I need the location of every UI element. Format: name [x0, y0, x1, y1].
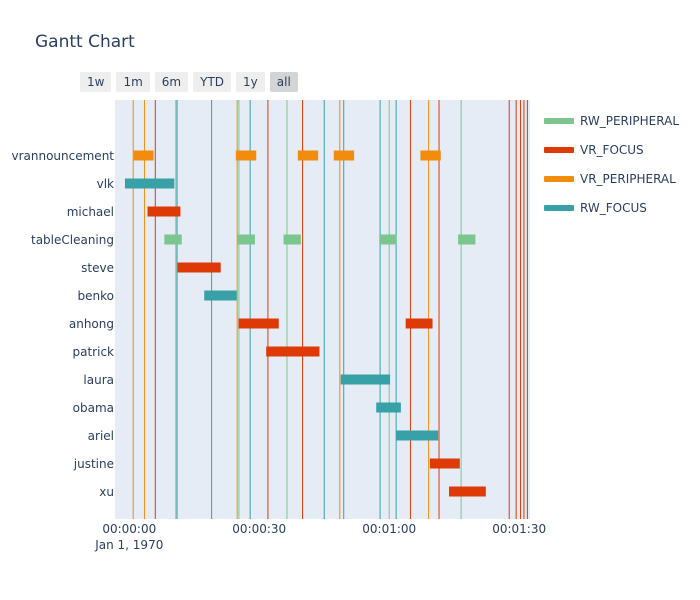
- bar-tableCleaning[interactable]: [237, 234, 255, 245]
- bar-anhong[interactable]: [405, 318, 433, 329]
- y-tick-label: vrannouncement: [11, 149, 114, 163]
- bar-vrannouncement[interactable]: [333, 150, 355, 161]
- y-tick-label: tableCleaning: [31, 233, 114, 247]
- y-tick-label: xu: [99, 485, 114, 499]
- bar-tableCleaning[interactable]: [458, 234, 476, 245]
- legend-label: RW_FOCUS: [580, 200, 647, 215]
- x-tick-label: 00:00:00: [102, 522, 156, 536]
- bar-tableCleaning[interactable]: [164, 234, 182, 245]
- bar-laura[interactable]: [340, 374, 391, 385]
- bar-vrannouncement[interactable]: [297, 150, 319, 161]
- legend: RW_PERIPHERAL VR_FOCUS VR_PERIPHERAL RW_FOC…: [544, 106, 679, 222]
- bar-vlk[interactable]: [124, 178, 175, 189]
- chart-title: Gantt Chart: [35, 32, 135, 52]
- y-tick-label: vlk: [97, 177, 114, 191]
- range-button-1y[interactable]: 1y: [236, 72, 265, 92]
- range-button-1m[interactable]: 1m: [116, 72, 150, 92]
- bar-benko[interactable]: [204, 290, 237, 301]
- range-button-6m[interactable]: 6m: [154, 72, 189, 92]
- x-tick-label: 00:01:00: [362, 522, 416, 536]
- legend-item[interactable]: VR_PERIPHERAL: [544, 164, 679, 193]
- legend-label: VR_FOCUS: [580, 142, 644, 157]
- y-tick-label: anhong: [69, 317, 114, 331]
- marker-lines: [132, 100, 528, 519]
- y-tick-label: laura: [83, 373, 114, 387]
- bar-michael[interactable]: [147, 206, 181, 217]
- legend-item[interactable]: RW_FOCUS: [544, 193, 679, 222]
- bar-tableCleaning[interactable]: [283, 234, 301, 245]
- legend-label: VR_PERIPHERAL: [580, 171, 676, 186]
- y-tick-label: benko: [78, 289, 114, 303]
- range-button-1w[interactable]: 1w: [80, 72, 112, 92]
- bar-vrannouncement[interactable]: [133, 150, 154, 161]
- y-tick-label: justine: [73, 457, 114, 471]
- task-bars: [124, 150, 486, 497]
- x-tick-sublabel: Jan 1, 1970: [94, 538, 163, 552]
- legend-swatch: [544, 204, 574, 211]
- bar-justine[interactable]: [429, 458, 460, 469]
- x-axis-ticks: 00:00:00 Jan 1, 1970 00:00:30 00:01:00 00:01…: [94, 522, 546, 552]
- bar-vrannouncement[interactable]: [235, 150, 257, 161]
- legend-swatch: [544, 146, 574, 153]
- x-tick-label: 00:00:30: [232, 522, 286, 536]
- bar-ariel[interactable]: [396, 430, 439, 441]
- legend-swatch: [544, 117, 574, 124]
- bar-patrick[interactable]: [266, 346, 320, 357]
- bar-obama[interactable]: [376, 402, 401, 413]
- y-tick-label: michael: [67, 205, 114, 219]
- legend-item[interactable]: RW_PERIPHERAL: [544, 106, 679, 135]
- y-tick-label: patrick: [73, 345, 115, 359]
- bar-xu[interactable]: [448, 486, 486, 497]
- bar-steve[interactable]: [177, 262, 221, 273]
- bar-vrannouncement[interactable]: [420, 150, 441, 161]
- y-tick-label: steve: [81, 261, 114, 275]
- y-tick-label: ariel: [88, 429, 114, 443]
- legend-label: RW_PERIPHERAL: [580, 113, 679, 128]
- bar-tableCleaning[interactable]: [379, 234, 397, 245]
- bar-anhong[interactable]: [238, 318, 279, 329]
- legend-swatch: [544, 175, 574, 182]
- x-tick-label: 00:01:30: [492, 522, 546, 536]
- range-selector: 1w 1m 6m YTD 1y all: [80, 72, 298, 92]
- legend-item[interactable]: VR_FOCUS: [544, 135, 679, 164]
- range-button-all[interactable]: all: [269, 72, 298, 92]
- y-axis-labels: vrannouncement vlk michael tableCleaning ste…: [11, 149, 114, 499]
- y-tick-label: obama: [73, 401, 114, 415]
- range-button-ytd[interactable]: YTD: [193, 72, 232, 92]
